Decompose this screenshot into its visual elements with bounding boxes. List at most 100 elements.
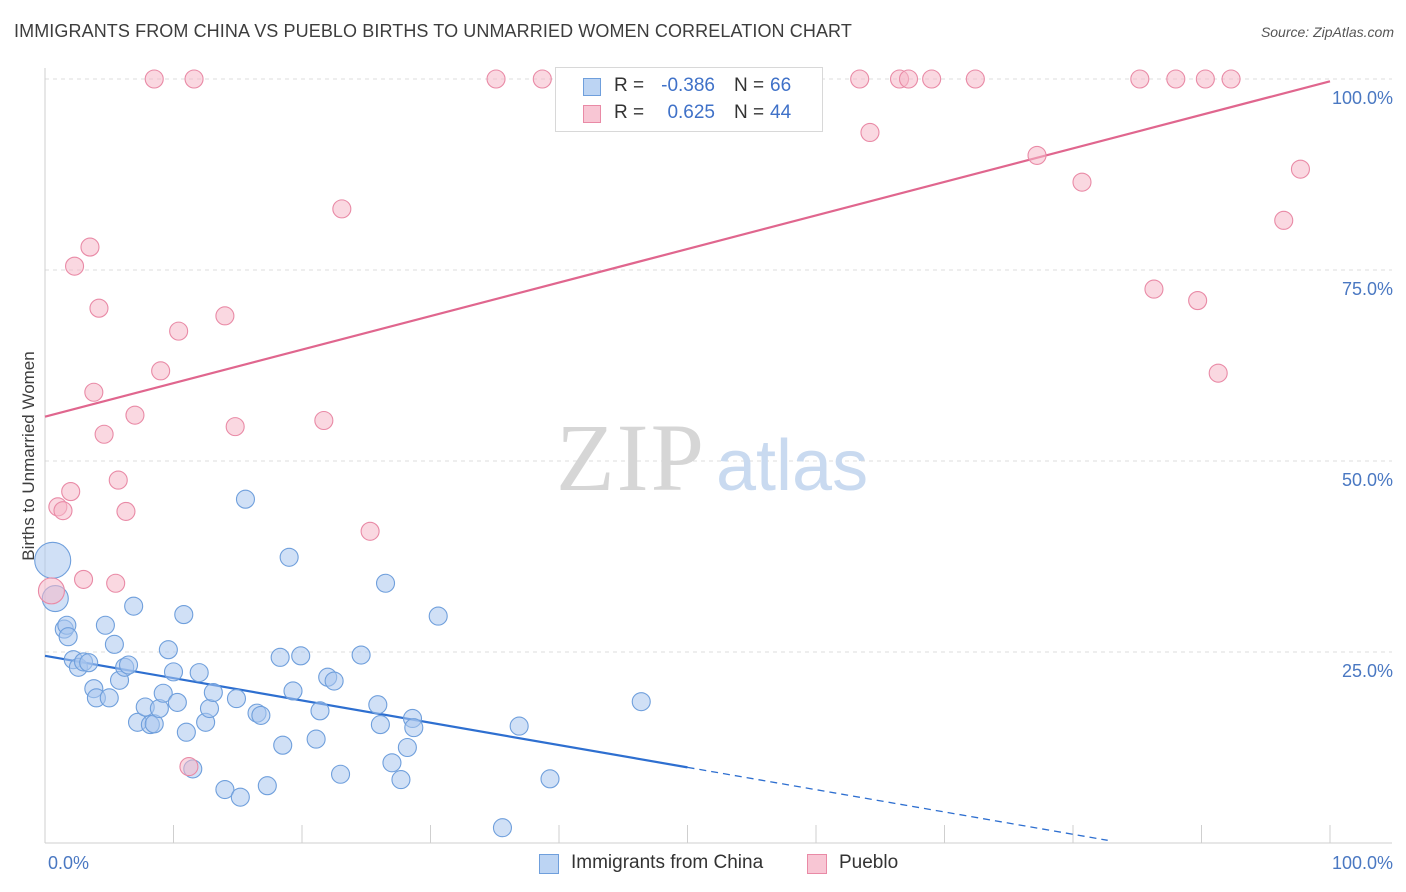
data-point-china	[291, 646, 311, 666]
data-point-china	[509, 716, 529, 736]
data-point-china	[382, 753, 402, 773]
data-point-china	[351, 645, 371, 665]
data-point-pueblo	[1290, 159, 1310, 179]
data-point-pueblo	[151, 361, 171, 381]
data-point-pueblo	[37, 577, 65, 605]
data-point-china	[158, 640, 178, 660]
data-point-china	[58, 627, 78, 647]
data-point-pueblo	[1166, 69, 1186, 89]
x-tick-label: 0.0%	[48, 853, 89, 873]
bottom-legend-label-pueblo: Pueblo	[839, 852, 899, 873]
legend-n-value: 44	[770, 102, 792, 123]
data-point-china	[306, 729, 326, 749]
data-point-china	[310, 701, 330, 721]
data-point-china	[203, 682, 223, 703]
legend-swatch-china	[583, 78, 601, 96]
data-point-pueblo	[1072, 172, 1092, 192]
data-point-pueblo	[922, 69, 942, 89]
data-point-china	[324, 671, 344, 691]
bottom-legend-swatch-china	[539, 854, 559, 874]
data-point-pueblo	[1274, 210, 1294, 230]
legend-r-value: 0.625	[667, 102, 715, 123]
data-point-pueblo	[1195, 69, 1215, 89]
bottom-legend-label-china: Immigrants from China	[571, 852, 764, 873]
y-axis-label: Births to Unmarried Women	[19, 351, 38, 560]
data-point-china	[199, 698, 220, 719]
data-point-china	[230, 787, 250, 807]
data-point-pueblo	[169, 321, 189, 341]
data-point-pueblo	[850, 69, 870, 89]
data-point-china	[540, 769, 560, 789]
watermark-atlas: atlas	[716, 426, 868, 506]
axes	[44, 68, 1392, 844]
data-point-pueblo	[1208, 363, 1228, 383]
data-point-pueblo	[125, 405, 145, 425]
source-label: Source: ZipAtlas.com	[1260, 24, 1394, 40]
data-point-pueblo	[65, 256, 85, 276]
data-point-pueblo	[84, 382, 104, 402]
data-point-pueblo	[144, 69, 164, 89]
data-point-china	[176, 722, 196, 742]
y-tick-label: 50.0%	[1342, 470, 1393, 490]
y-tick-label: 75.0%	[1342, 279, 1393, 299]
data-point-china	[273, 735, 293, 755]
data-point-china	[163, 662, 184, 682]
data-point-china	[124, 596, 144, 616]
data-point-pueblo	[106, 573, 126, 593]
trend-lines	[44, 80, 1331, 841]
data-point-pueblo	[314, 410, 334, 431]
legend-n-label: N =	[734, 102, 765, 123]
series-immigrants-from-china	[34, 489, 651, 838]
legend-swatch-pueblo	[583, 105, 601, 123]
y-tick-label: 25.0%	[1342, 661, 1393, 681]
data-point-china	[404, 718, 424, 738]
data-point-china	[174, 605, 194, 625]
data-point-pueblo	[532, 69, 552, 89]
data-point-pueblo	[898, 69, 919, 89]
data-point-china	[270, 647, 290, 667]
data-point-pueblo	[179, 757, 199, 777]
data-point-pueblo	[332, 199, 352, 219]
data-point-china	[368, 695, 388, 715]
trend-line-china	[44, 654, 688, 769]
data-point-china	[330, 764, 351, 784]
data-point-pueblo	[965, 69, 985, 89]
legend-n-value: 66	[770, 75, 792, 96]
data-point-pueblo	[1188, 291, 1208, 311]
data-point-pueblo	[116, 501, 136, 521]
data-point-china	[104, 634, 124, 654]
legend-n-label: N =	[734, 75, 765, 96]
data-point-pueblo	[61, 482, 81, 502]
legend-r-label: R =	[614, 75, 645, 96]
legend-r-label: R =	[614, 102, 645, 123]
data-point-china	[279, 547, 299, 567]
data-point-china	[370, 715, 390, 735]
data-point-china	[167, 692, 187, 712]
data-point-pueblo	[486, 69, 506, 89]
data-point-pueblo	[53, 501, 73, 521]
trend-line-pueblo	[44, 80, 1331, 418]
gridlines	[45, 78, 1392, 653]
series-pueblo	[37, 69, 1310, 777]
data-point-pueblo	[1027, 145, 1047, 165]
data-point-pueblo	[1144, 279, 1164, 299]
x-tick-label: 100.0%	[1332, 853, 1393, 873]
chart-title: IMMIGRANTS FROM CHINA VS PUEBLO BIRTHS T…	[14, 21, 852, 41]
data-point-china	[99, 688, 119, 708]
data-point-pueblo	[74, 569, 94, 589]
data-point-china	[153, 683, 173, 703]
data-point-pueblo	[184, 69, 204, 89]
data-point-pueblo	[360, 521, 380, 541]
data-point-pueblo	[215, 306, 235, 326]
data-point-china	[79, 653, 99, 673]
data-point-china	[375, 573, 396, 593]
correlation-legend: R = -0.386 N = 66 R = 0.625 N = 44	[555, 67, 823, 132]
data-point-china	[428, 606, 448, 626]
data-point-china	[492, 818, 513, 838]
tick-labels: 25.0% 50.0% 75.0% 100.0% 0.0% 100.0%	[48, 88, 1393, 873]
data-point-china	[257, 776, 277, 796]
data-point-china	[226, 689, 247, 709]
data-point-pueblo	[80, 237, 100, 257]
data-point-pueblo	[94, 424, 114, 444]
